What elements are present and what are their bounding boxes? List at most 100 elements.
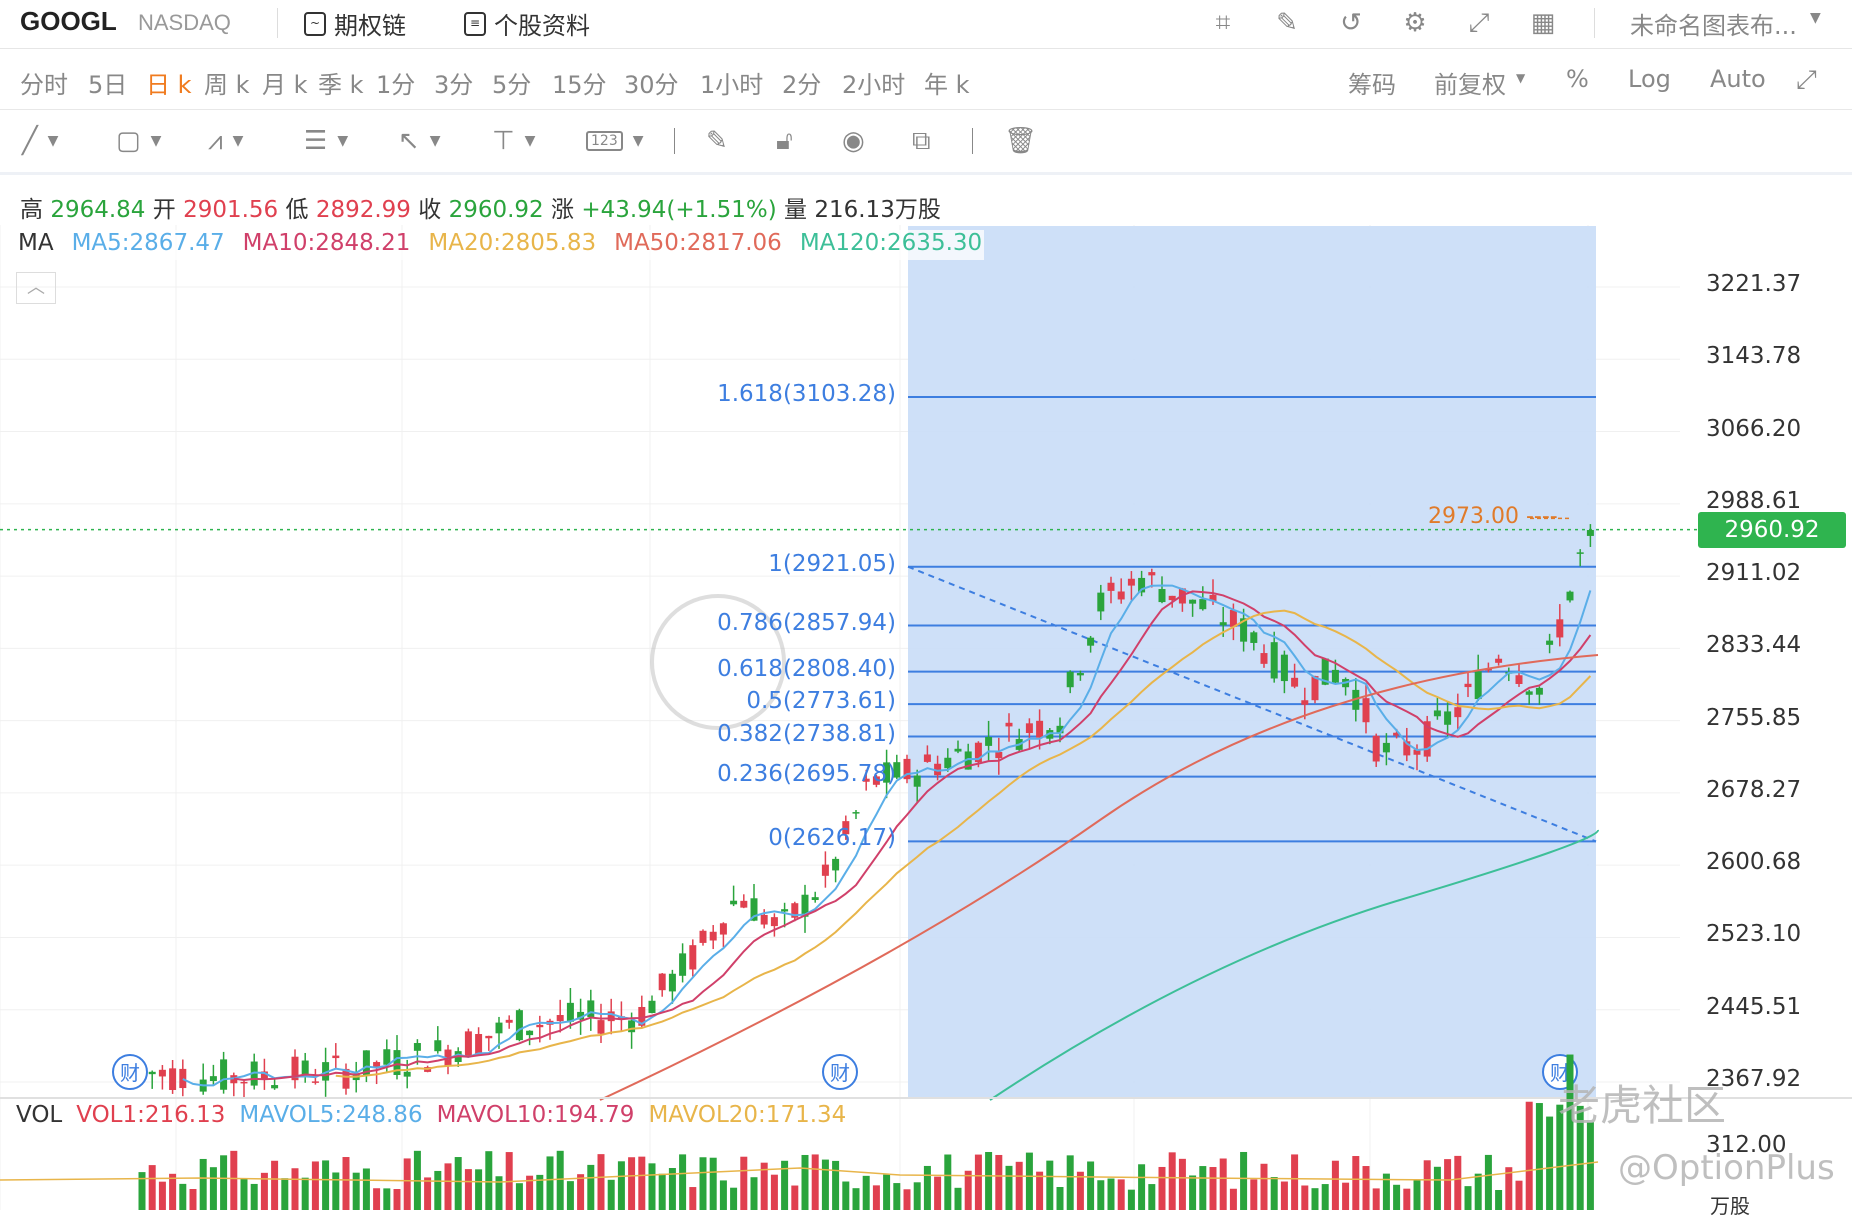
price-axis-label: 3066.20 <box>1706 415 1802 442</box>
chart-type-icon[interactable]: ⌗ <box>1215 8 1231 38</box>
chips-button[interactable]: 筹码 <box>1348 71 1396 99</box>
period-tab[interactable]: 2小时 <box>842 71 906 99</box>
volume-bar <box>403 1158 411 1210</box>
stock-profile-link[interactable]: ≡ 个股资料 <box>464 6 590 41</box>
candle-body <box>638 1006 646 1026</box>
period-tab[interactable]: 2分 <box>782 71 822 99</box>
trend-line-tool[interactable]: ╱ ▼ <box>22 124 58 158</box>
volume-bar <box>730 1187 738 1210</box>
log-button[interactable]: Log <box>1628 65 1671 93</box>
fullscreen-icon[interactable]: ⤢ <box>1468 8 1490 38</box>
volume-bar <box>189 1188 197 1210</box>
candle-body <box>1515 675 1523 684</box>
candle-body <box>1209 594 1217 602</box>
volume-bar <box>1291 1154 1299 1210</box>
candle-body <box>1301 700 1309 705</box>
caret-down-icon[interactable]: ▼ <box>1810 10 1821 26</box>
candle-body <box>801 894 809 917</box>
candle-body <box>413 1043 421 1051</box>
period-tab[interactable]: 季 k <box>318 71 364 99</box>
period-tab[interactable]: 月 k <box>262 71 308 99</box>
visibility-tool[interactable]: ◉ <box>842 124 865 158</box>
volume-bar <box>1229 1188 1237 1210</box>
pattern-icon: ⩘ <box>208 125 223 156</box>
measure-tool[interactable]: ⊤ ▼ <box>492 124 535 158</box>
lock-tool[interactable]: 🔓︎ <box>776 124 793 158</box>
period-tab[interactable]: 年 k <box>924 71 970 99</box>
volume-bar <box>393 1189 401 1210</box>
volume-legend: VOL VOL1:216.13 MAVOL5:248.86 MAVOL10:19… <box>16 1102 846 1128</box>
candle-body <box>934 763 942 776</box>
volume-bar <box>526 1175 534 1210</box>
volume-bar <box>322 1160 330 1210</box>
collapse-button[interactable]: ︿ <box>16 272 56 304</box>
grid-layout-icon[interactable]: ▦ <box>1530 8 1556 38</box>
candle-body <box>730 900 738 905</box>
candle-body <box>1025 723 1033 733</box>
candle-body <box>1127 578 1135 586</box>
settings-gear-icon[interactable]: ⚙ <box>1403 8 1427 38</box>
fibonacci-level-label: 0(2626.17) <box>768 825 896 852</box>
volume-bar <box>434 1170 442 1210</box>
candle-body <box>1148 572 1156 576</box>
volume-bar <box>954 1187 962 1210</box>
candle-body <box>240 1081 248 1084</box>
option-chain-link[interactable]: ~ 期权链 <box>304 6 406 41</box>
candle-body <box>832 858 840 871</box>
candle-body <box>1199 599 1207 610</box>
candle-body <box>526 1030 534 1036</box>
volume-bar <box>1015 1161 1023 1210</box>
ticker-symbol[interactable]: GOOGL <box>20 6 117 36</box>
volume-bar <box>1178 1158 1186 1210</box>
delete-tool[interactable]: 🗑︎ <box>1004 124 1037 158</box>
edit-icon[interactable]: ✎ <box>1276 8 1298 38</box>
ma-label[interactable]: MA <box>16 230 56 260</box>
volume-bar <box>352 1172 360 1210</box>
text-tool[interactable]: 123 ▼ <box>586 124 644 158</box>
option-chain-label: 期权链 <box>334 12 406 40</box>
volume-bar <box>1107 1178 1115 1210</box>
volume-bar <box>913 1182 921 1210</box>
candle-body <box>1107 582 1115 591</box>
period-tab[interactable]: 1小时 <box>700 71 764 99</box>
period-tab[interactable]: 5日 <box>88 71 128 99</box>
adjust-dropdown[interactable]: 前复权 <box>1434 71 1506 99</box>
period-tab[interactable]: 周 k <box>204 71 250 99</box>
copy-tool[interactable]: ⧉ <box>912 124 931 158</box>
volume-bar <box>475 1169 483 1210</box>
volume-bar <box>750 1177 758 1210</box>
volume-bar <box>1454 1155 1462 1210</box>
fibonacci-level-label: 0.618(2808.40) <box>717 655 896 682</box>
period-tab[interactable]: 1分 <box>376 71 416 99</box>
period-tab-active[interactable]: 日 k <box>146 71 192 99</box>
pattern-tool[interactable]: ⩘ ▼ <box>208 124 243 158</box>
volume-bar <box>1444 1159 1452 1210</box>
period-tab[interactable]: 30分 <box>624 71 679 99</box>
candle-body <box>169 1068 177 1090</box>
percent-button[interactable]: % <box>1566 65 1589 93</box>
price-axis-label: 2755.85 <box>1706 704 1802 731</box>
period-tab[interactable]: 3分 <box>434 71 474 99</box>
period-tab[interactable]: 分时 <box>20 71 68 99</box>
expand-icon[interactable]: ⤢ <box>1796 65 1817 95</box>
layout-name-dropdown[interactable]: 未命名图表布... <box>1630 12 1797 40</box>
period-tab[interactable]: 15分 <box>552 71 607 99</box>
volume-bar <box>689 1187 697 1210</box>
refresh-icon[interactable]: ↺ <box>1340 8 1362 38</box>
pencil-tool[interactable]: ✎ <box>706 124 728 158</box>
price-axis-label: 2988.61 <box>1706 487 1802 514</box>
vol-label[interactable]: VOL <box>16 1102 63 1128</box>
caret-down-icon[interactable]: ▼ <box>1516 71 1526 85</box>
candle-body <box>1393 732 1401 736</box>
arrow-tool[interactable]: ↖ ▼ <box>398 124 441 158</box>
auto-button[interactable]: Auto <box>1710 65 1766 93</box>
divider <box>1594 8 1595 38</box>
fibonacci-tool[interactable]: ☰ ▼ <box>304 124 348 158</box>
rectangle-tool[interactable]: ▢ ▼ <box>116 124 161 158</box>
candle-body <box>1403 741 1411 756</box>
volume-bar <box>1556 1104 1564 1210</box>
period-tab[interactable]: 5分 <box>492 71 532 99</box>
candle-body <box>913 775 921 787</box>
candle-body <box>648 1000 656 1013</box>
